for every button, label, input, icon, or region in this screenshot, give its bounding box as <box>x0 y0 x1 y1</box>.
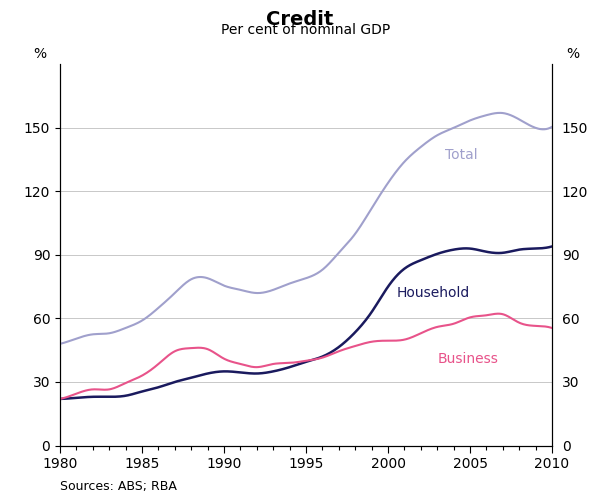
Text: %: % <box>33 47 46 60</box>
Text: Sources: ABS; RBA: Sources: ABS; RBA <box>60 480 177 493</box>
Text: Business: Business <box>437 351 498 366</box>
Text: Total: Total <box>445 148 478 162</box>
Title: Per cent of nominal GDP: Per cent of nominal GDP <box>221 23 391 37</box>
Text: Household: Household <box>396 286 469 300</box>
Text: %: % <box>566 47 579 60</box>
Text: Credit: Credit <box>266 10 334 29</box>
